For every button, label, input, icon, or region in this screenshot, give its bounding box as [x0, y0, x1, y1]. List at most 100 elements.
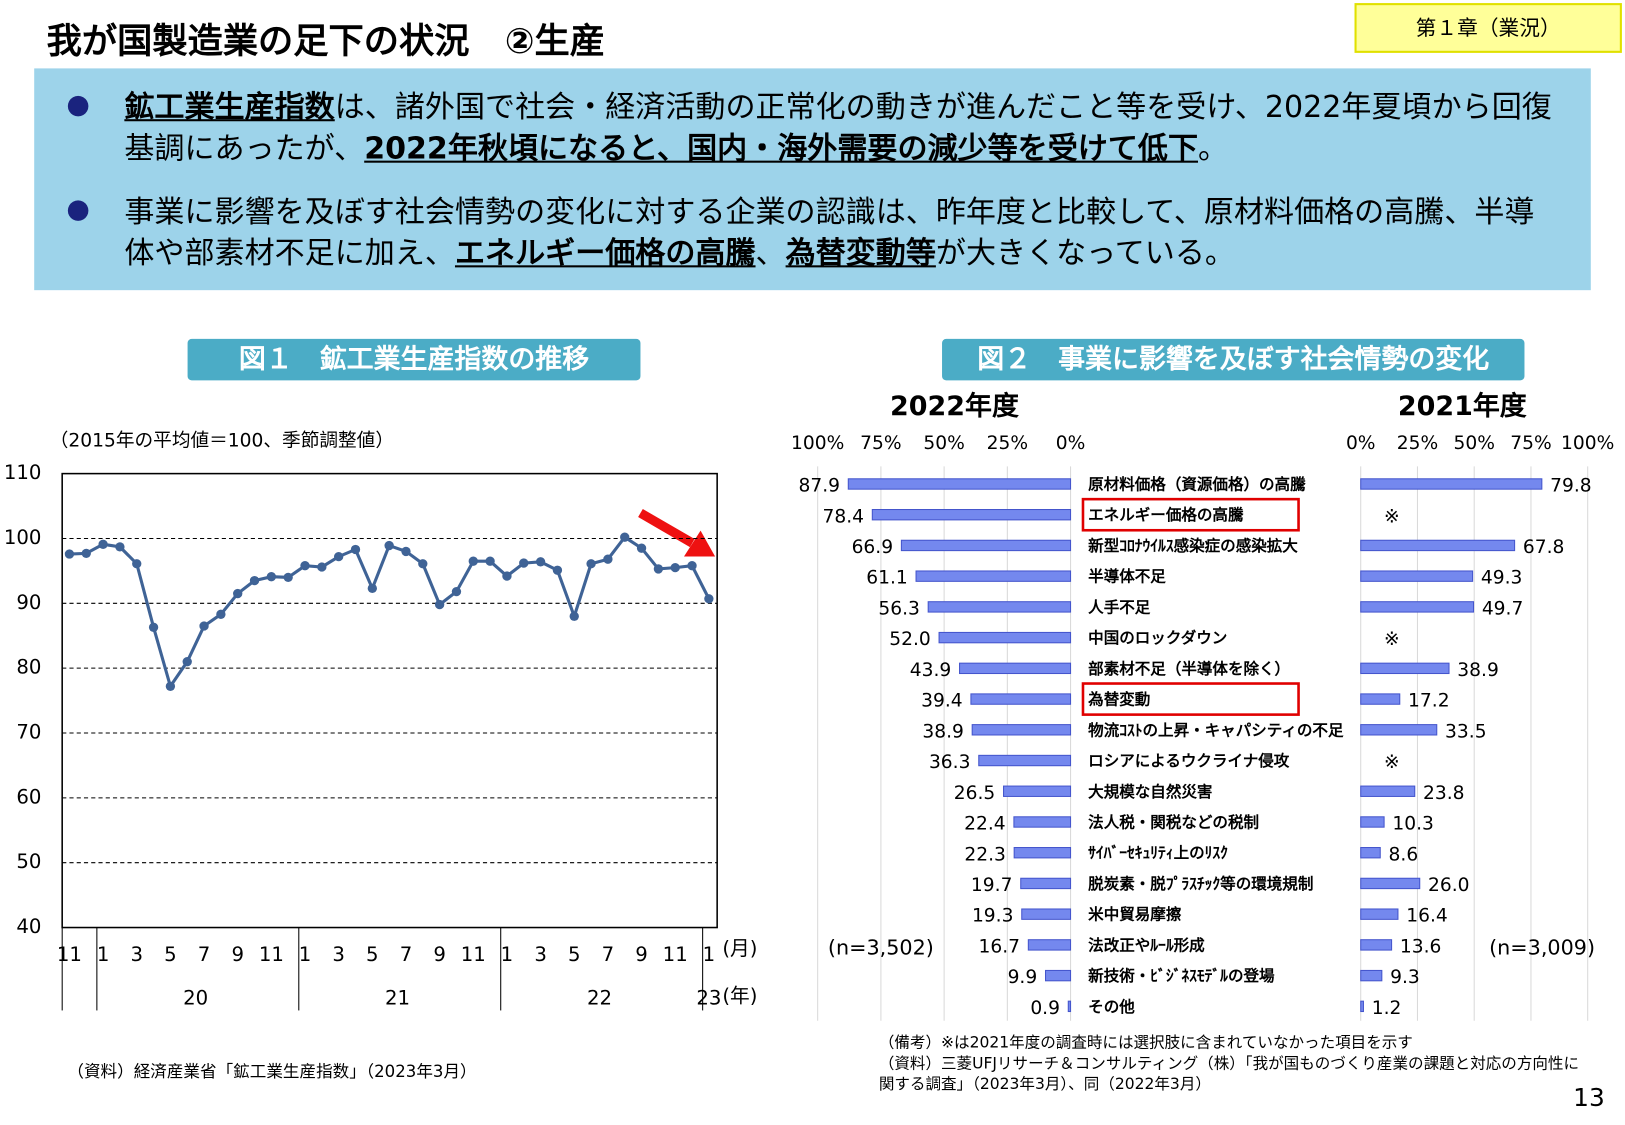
value-label: 8.6	[1389, 844, 1419, 865]
bar	[1360, 539, 1516, 552]
note: （資料）三菱UFJリサーチ＆コンサルティング（株）「我が国ものづくり産業の課題と…	[878, 1053, 1580, 1094]
x-tick-label: 7	[602, 943, 615, 966]
marker	[350, 544, 361, 555]
marker	[535, 557, 546, 567]
value-label: 67.8	[1523, 537, 1565, 558]
marker	[401, 546, 411, 557]
marker	[418, 559, 428, 569]
bar	[1360, 724, 1438, 736]
marker	[468, 556, 478, 566]
category-label: 法改正やﾙｰﾙ形成	[1088, 935, 1205, 954]
marker	[300, 561, 310, 571]
category-label: エネルギー価格の高騰	[1088, 505, 1244, 524]
sample-size: (n=3,009)	[1489, 935, 1595, 959]
y-tick-label: 60	[16, 785, 41, 808]
marker	[216, 609, 226, 619]
category-label: 中国のロックダウン	[1088, 628, 1227, 647]
value-label: 16.7	[979, 936, 1021, 957]
x-unit: (月)	[722, 937, 757, 960]
marker	[620, 532, 630, 542]
y-tick-label: 100	[4, 526, 42, 549]
marker	[653, 564, 664, 574]
marker	[115, 542, 125, 552]
bar	[938, 631, 1072, 644]
x-group-label: 22	[587, 987, 612, 1010]
x-tick-label: 11	[57, 943, 82, 966]
value-label: 78.4	[822, 506, 864, 527]
marker	[334, 551, 344, 562]
line	[69, 535, 711, 690]
category-label: 部素材不足（半導体を除く）	[1088, 659, 1290, 678]
marker	[687, 561, 697, 571]
value-label: 19.3	[972, 906, 1014, 927]
category-label: ｻｲﾊﾞｰｾｷｭﾘﾃｨ上のﾘｽｸ	[1088, 843, 1228, 862]
page-number: 13	[1573, 1082, 1605, 1113]
bullet-text: は、諸外国で社会・経済活動の正常化の動きが進んだこと等を受け、2022年夏頃から…	[124, 89, 1552, 166]
marker	[502, 571, 512, 581]
marker	[434, 599, 445, 610]
highlight-box	[1081, 497, 1300, 532]
value-label: 16.4	[1406, 906, 1448, 927]
category-label: 新技術・ﾋﾞｼﾞﾈｽﾓﾃﾞﾙの登場	[1088, 966, 1275, 985]
series-title: 2021年度	[1398, 390, 1527, 422]
value-label: 26.0	[1428, 875, 1470, 896]
x-tick-label: 0%	[1346, 433, 1376, 454]
category-label: 新型ｺﾛﾅｳｲﾙｽ感染症の感染拡大	[1088, 536, 1298, 555]
bar	[1360, 816, 1385, 828]
value-label: 9.9	[1008, 967, 1038, 988]
bar	[1360, 908, 1399, 920]
bar	[1360, 601, 1475, 613]
bullet-text: 、	[755, 235, 786, 271]
x-tick-label: 1	[97, 943, 110, 966]
value-label: 9.3	[1390, 967, 1420, 988]
x-tick-label: 100%	[1561, 433, 1614, 454]
bar	[959, 662, 1072, 675]
value-label: 23.8	[1423, 783, 1465, 804]
category-label: 原材料価格（資源価格）の高騰	[1088, 475, 1306, 494]
category-label: 人手不足	[1088, 597, 1151, 616]
x-group-unit: (年)	[722, 984, 757, 1007]
source-note: （資料）経済産業省「鉱工業生産指数」（2023年3月）	[67, 1061, 477, 1081]
value-label: 49.3	[1481, 568, 1523, 589]
x-tick-label: 9	[231, 943, 244, 966]
bar	[1360, 662, 1450, 675]
marker	[148, 622, 159, 632]
bar	[871, 509, 1072, 521]
bar	[927, 601, 1072, 613]
marker	[485, 556, 495, 566]
category-label: 法人税・関税などの税制	[1088, 813, 1259, 832]
note: （備考）※は2021年度の調査時には選択肢に含まれていなかった項目を示す	[878, 1033, 1413, 1052]
category-label: ロシアによるウクライナ侵攻	[1088, 751, 1290, 770]
bar	[900, 539, 1072, 552]
x-tick-label: 1	[501, 943, 514, 966]
marker	[132, 559, 142, 569]
marker	[182, 657, 192, 667]
value-label: ※	[1384, 752, 1400, 773]
x-tick-label: 0%	[1056, 433, 1086, 454]
value-label: 33.5	[1445, 721, 1487, 742]
marker	[283, 572, 293, 583]
x-tick-label: 100%	[791, 433, 844, 454]
marker	[451, 586, 462, 597]
bar	[1360, 969, 1383, 982]
value-label: 13.6	[1400, 936, 1442, 957]
value-label: 0.9	[1030, 998, 1060, 1019]
marker	[569, 611, 579, 621]
value-label: 10.3	[1392, 814, 1434, 835]
x-tick-label: 11	[461, 943, 486, 966]
x-tick-label: 7	[198, 943, 211, 966]
bullet: 事業に影響を及ぼす社会情勢の変化に対する企業の認識は、昨年度と比較して、原材料価…	[124, 191, 1554, 274]
bar	[1360, 939, 1393, 951]
marker	[704, 594, 714, 604]
x-tick-label: 1	[299, 943, 312, 966]
chart-title: 図１ 鉱工業生産指数の推移	[187, 338, 641, 381]
marker	[165, 681, 176, 691]
x-tick-label: 5	[164, 943, 177, 966]
category-label: 米中貿易摩擦	[1088, 905, 1182, 924]
summary-box	[34, 68, 1591, 291]
value-label: 79.8	[1550, 476, 1592, 497]
x-tick-label: 11	[663, 943, 688, 966]
